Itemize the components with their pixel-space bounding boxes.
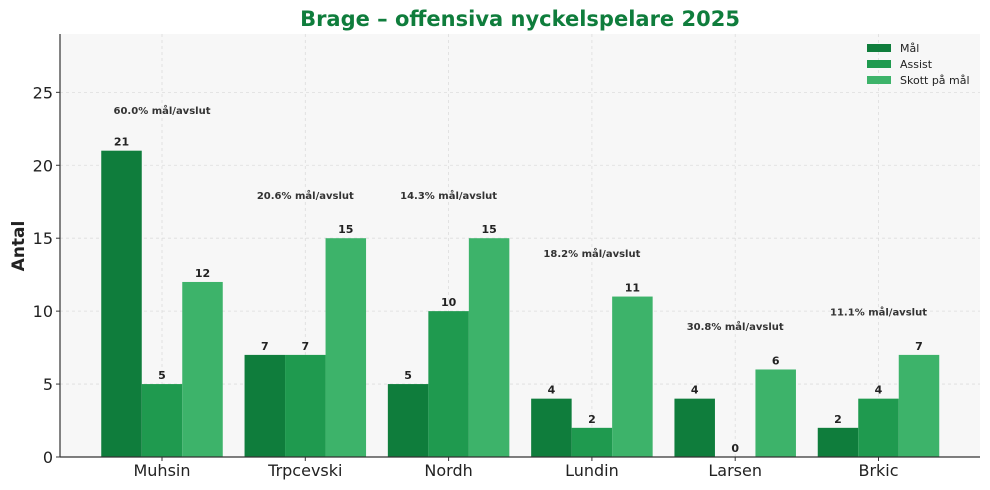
legend-label: Assist — [900, 58, 933, 71]
bars — [101, 150, 940, 458]
y-tick-label: 10 — [33, 302, 53, 321]
y-axis-label: Antal — [9, 221, 29, 272]
y-tick-label: 20 — [33, 156, 53, 175]
bar — [468, 238, 510, 457]
bar — [571, 427, 613, 457]
chart-title: Brage – offensiva nyckelspelare 2025 — [300, 7, 740, 31]
annotation-label: 20.6% mål/avslut — [257, 189, 354, 202]
legend-label: Skott på mål — [900, 74, 970, 87]
bar-value-label: 21 — [114, 136, 129, 149]
axes — [56, 34, 980, 461]
bar — [817, 427, 859, 457]
bar-value-label: 7 — [261, 340, 269, 353]
x-tick-label: Brkic — [858, 461, 898, 480]
bar-value-label: 4 — [548, 384, 556, 397]
x-tick-label: Larsen — [708, 461, 762, 480]
bar-value-label: 5 — [404, 369, 412, 382]
bar — [285, 354, 326, 457]
value-labels: 21 5 12 7 7 15 5 10 15 4 2 11 4 0 6 2 4 7 — [114, 136, 923, 455]
annotation-label: 60.0% mål/avslut — [114, 104, 211, 117]
y-tick-label: 5 — [43, 375, 53, 394]
y-tick-label: 15 — [33, 229, 53, 248]
bar — [428, 311, 469, 457]
bar-value-label: 7 — [915, 340, 923, 353]
bar — [101, 150, 142, 458]
x-tick-label: Muhsin — [133, 461, 190, 480]
legend-swatch — [867, 60, 891, 68]
bar — [755, 369, 796, 457]
bar — [612, 296, 653, 457]
grid — [60, 34, 980, 457]
x-tick-label: Nordh — [424, 461, 472, 480]
y-tick-labels: 0 5 10 15 20 25 — [33, 83, 53, 467]
legend-swatch — [867, 76, 891, 84]
x-tick-labels: Muhsin Trpcevski Nordh Lundin Larsen Brkic — [133, 461, 898, 480]
bar-value-label: 2 — [588, 413, 596, 426]
bar — [858, 398, 899, 457]
bar — [898, 354, 940, 457]
bar-value-label: 12 — [195, 267, 210, 280]
bar — [244, 354, 286, 457]
legend: Mål Assist Skott på mål — [867, 42, 970, 87]
bar — [325, 238, 367, 457]
bar-value-label: 11 — [625, 282, 640, 295]
legend-label: Mål — [900, 42, 919, 55]
annotation-label: 11.1% mål/avslut — [830, 306, 927, 319]
bar-value-label: 4 — [875, 384, 883, 397]
legend-swatch — [867, 44, 891, 52]
annotations: 60.0% mål/avslut 20.6% mål/avslut 14.3% må… — [114, 104, 928, 333]
annotation-label: 14.3% mål/avslut — [400, 189, 497, 202]
x-tick-label: Trpcevski — [267, 461, 342, 480]
bar-value-label: 2 — [834, 413, 842, 426]
bar — [674, 398, 715, 457]
bar-value-label: 5 — [158, 369, 166, 382]
annotation-label: 18.2% mål/avslut — [543, 247, 640, 260]
bar-value-label: 15 — [338, 223, 353, 236]
x-tick-label: Lundin — [565, 461, 619, 480]
y-tick-label: 25 — [33, 83, 53, 102]
y-tick-label: 0 — [43, 448, 53, 467]
bar-value-label: 15 — [481, 223, 496, 236]
bar-value-label: 4 — [691, 384, 699, 397]
bar — [387, 384, 429, 457]
bar — [182, 281, 223, 457]
bar-value-label: 7 — [301, 340, 309, 353]
bar-value-label: 10 — [441, 296, 457, 309]
annotation-label: 30.8% mål/avslut — [687, 320, 784, 333]
bar — [531, 398, 572, 457]
bar-value-label: 0 — [731, 442, 739, 455]
bar — [141, 384, 183, 457]
bar-value-label: 6 — [772, 354, 780, 367]
